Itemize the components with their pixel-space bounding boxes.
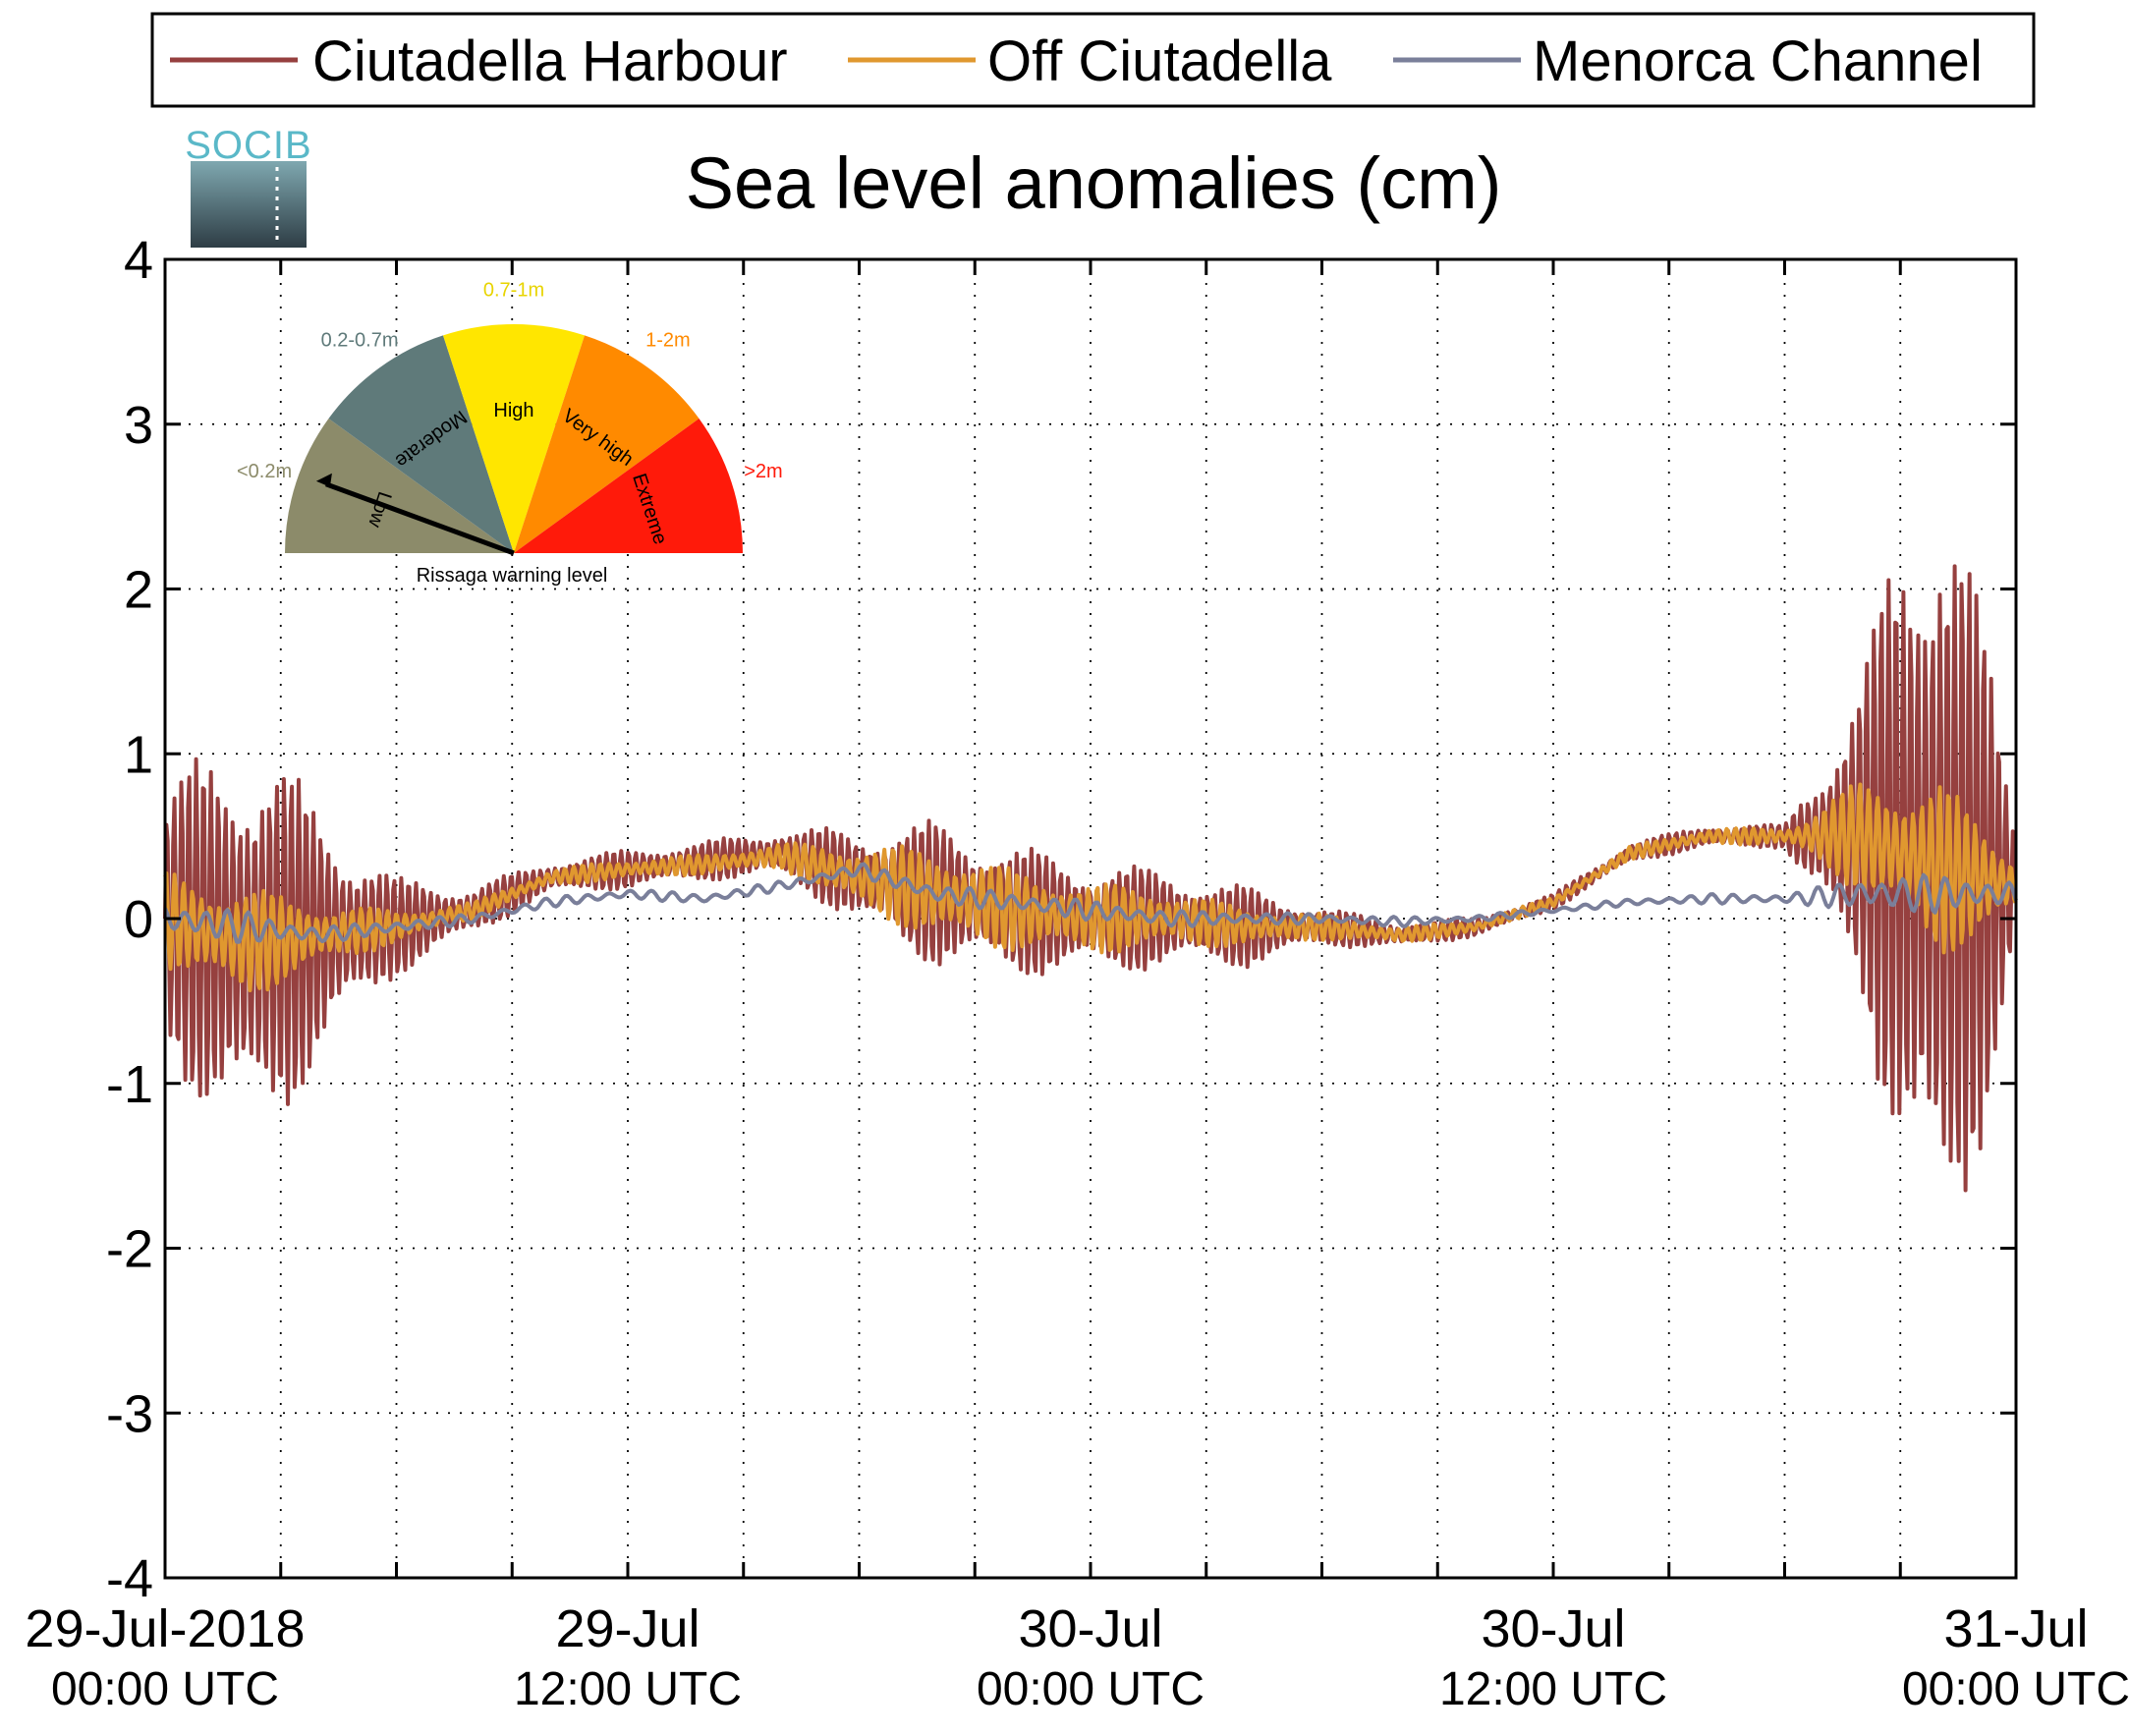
x-tick-label-time: 00:00 UTC	[977, 1663, 1205, 1715]
gauge-range-extreme: >2m	[744, 461, 782, 482]
y-tick-label: -2	[106, 1220, 153, 1279]
gauge-segment-very-high	[514, 335, 700, 553]
legend-label-menorca-channel: Menorca Channel	[1533, 29, 1983, 93]
y-tick-label: -4	[106, 1549, 153, 1608]
y-tick-label: 2	[124, 561, 153, 620]
gauge-pointer	[325, 481, 515, 556]
gauge-caption: Rissaga warning level	[417, 565, 608, 587]
x-tick-label-time: 00:00 UTC	[1902, 1663, 2129, 1715]
x-tick-label-time: 00:00 UTC	[51, 1663, 279, 1715]
legend-label-ciutadella-harbour: Ciutadella Harbour	[312, 29, 788, 93]
gauge-segment-moderate	[328, 335, 514, 553]
y-tick-label: -1	[106, 1055, 153, 1114]
x-tick-label-time: 12:00 UTC	[1439, 1663, 1667, 1715]
series-line-menorca-channel	[163, 862, 2018, 944]
chart-title: Sea level anomalies (cm)	[686, 142, 1502, 224]
y-tick-label: 3	[124, 396, 153, 455]
x-tick-label-date: 30-Jul	[1481, 1599, 1625, 1658]
legend-frame	[150, 12, 2036, 108]
y-tick-label: 1	[124, 725, 153, 784]
x-tick-label-time: 12:00 UTC	[514, 1663, 742, 1715]
gauge-range-very-high: 1-2m	[645, 329, 691, 351]
x-tick-label-date: 30-Jul	[1018, 1599, 1162, 1658]
x-tick-label-date: 31-Jul	[1943, 1599, 2088, 1658]
socib-logo-text: SOCIB	[185, 124, 311, 167]
gauge-range-high: 0.7-1m	[483, 279, 544, 301]
gauge-pointer-head	[315, 473, 332, 487]
legend: Ciutadella Harbour Off Ciutadella Menorc…	[150, 12, 2036, 108]
plot-area	[163, 259, 2018, 1578]
gauge-segment-extreme	[514, 419, 743, 553]
gauge-range-low: <0.2m	[237, 461, 292, 482]
y-tick-label: -3	[106, 1384, 153, 1443]
y-tick-label: 0	[124, 890, 153, 949]
legend-label-off-ciutadella: Off Ciutadella	[987, 29, 1332, 93]
gauge-range-moderate: 0.2-0.7m	[321, 329, 399, 351]
socib-logo: SOCIB	[185, 124, 311, 248]
gauge-label-high: High	[493, 400, 533, 421]
x-tick-label-date: 29-Jul	[555, 1599, 700, 1658]
gauge-segment-low	[285, 419, 514, 553]
gauge-segment-high	[442, 324, 586, 553]
y-tick-label: 4	[124, 231, 153, 290]
x-tick-label-date: 29-Jul-2018	[25, 1599, 305, 1658]
